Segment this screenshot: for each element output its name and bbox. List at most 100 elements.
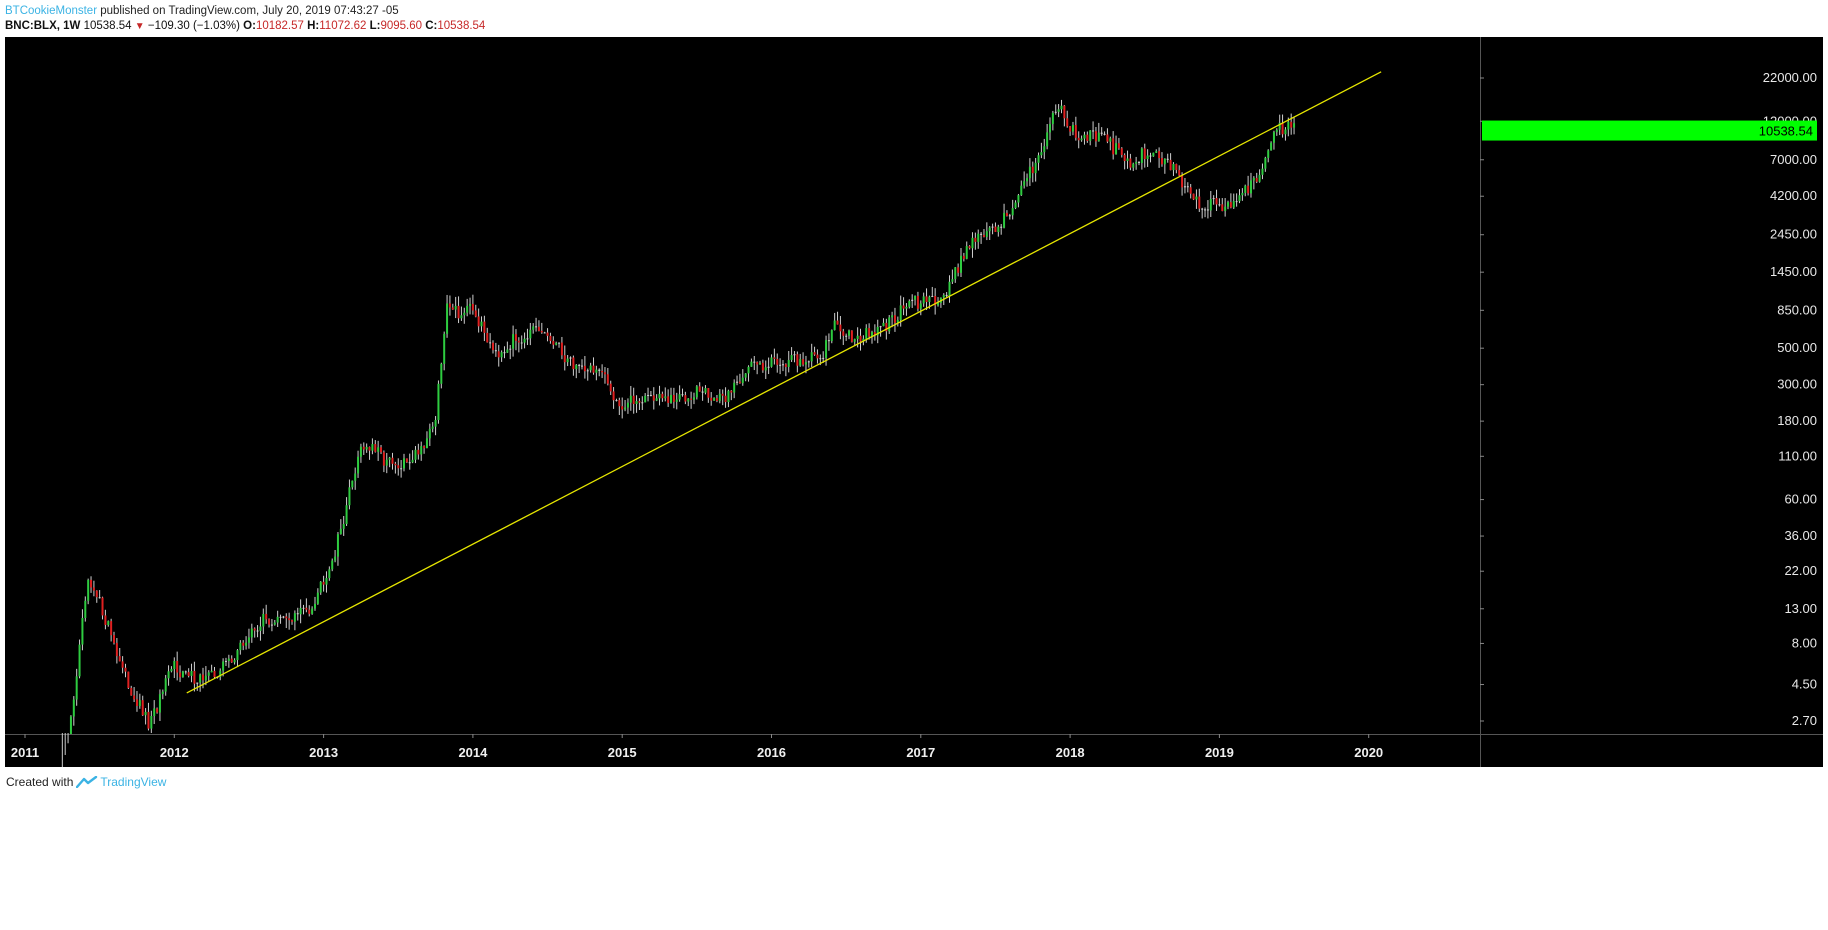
candle-body <box>767 366 770 368</box>
candle <box>299 599 302 624</box>
candle <box>655 394 658 402</box>
candle <box>715 394 718 403</box>
candle <box>730 390 733 401</box>
candle-body <box>1089 130 1092 141</box>
candle-body <box>210 670 213 673</box>
tradingview-link[interactable]: TradingView <box>76 775 166 789</box>
candle <box>1077 131 1080 149</box>
candle-body <box>199 674 202 683</box>
candle <box>466 298 469 317</box>
candle <box>1198 188 1201 212</box>
candle <box>351 480 354 490</box>
candle <box>500 350 503 362</box>
candle <box>463 307 466 324</box>
candle-body <box>1115 143 1118 155</box>
candle <box>893 307 896 332</box>
candle-body <box>457 305 460 319</box>
candle-body <box>368 446 371 451</box>
candle-body <box>124 667 127 672</box>
candle <box>977 229 980 249</box>
candle <box>156 707 159 714</box>
candle <box>308 605 311 617</box>
candle-body <box>313 603 316 609</box>
candle <box>1092 121 1095 140</box>
candle <box>509 345 512 360</box>
candle <box>965 241 968 260</box>
candle <box>104 609 107 630</box>
candle <box>839 316 842 340</box>
candle-body <box>1140 148 1143 163</box>
candle <box>377 440 380 461</box>
candle <box>1103 131 1106 136</box>
candle <box>359 443 362 463</box>
candle-body <box>974 237 977 242</box>
candle-body <box>420 446 423 455</box>
candle <box>81 609 84 651</box>
candle-body <box>224 660 227 662</box>
candle-body <box>1198 196 1201 209</box>
candle <box>494 342 497 357</box>
candle-body <box>655 398 658 401</box>
candle <box>1129 153 1132 171</box>
candle <box>342 515 345 536</box>
candle-body <box>733 382 736 393</box>
candle <box>196 682 199 691</box>
candle <box>1026 173 1029 187</box>
candle <box>704 385 707 395</box>
candle <box>982 229 985 238</box>
candle <box>1221 198 1224 212</box>
candle-body <box>1031 166 1034 174</box>
y-tick-label: 2.70 <box>1792 713 1817 728</box>
candle <box>595 365 598 381</box>
candle <box>296 607 299 621</box>
candle-body <box>1264 157 1267 169</box>
candle-body <box>1278 122 1281 130</box>
candle <box>1209 190 1212 217</box>
candle-body <box>477 316 480 327</box>
candle <box>477 308 480 333</box>
candle-body <box>959 255 962 273</box>
candle <box>991 223 994 235</box>
candle-body <box>876 326 879 336</box>
candle-body <box>1209 198 1212 211</box>
candle <box>945 292 948 298</box>
candle <box>98 590 101 599</box>
candle-body <box>810 352 813 362</box>
candle <box>741 369 744 386</box>
candle <box>1063 105 1066 127</box>
candle <box>526 328 529 346</box>
candle-body <box>626 402 629 408</box>
candle-body <box>285 616 288 619</box>
candle-body <box>638 401 641 403</box>
candle-body <box>1100 132 1103 134</box>
candle <box>540 322 543 334</box>
candle-body <box>110 621 113 636</box>
candle-body <box>354 473 357 481</box>
price-chart[interactable]: 2.70 4.50 8.00 13.00 22.00 36.00 60.00 110.00 18… <box>5 37 1823 767</box>
candle-body <box>793 354 796 356</box>
candle-body <box>555 342 558 345</box>
y-tick-label: 4.50 <box>1792 677 1817 692</box>
candle-body <box>845 335 848 337</box>
candle-body <box>250 628 253 638</box>
candle <box>667 389 670 407</box>
candle-body <box>532 326 535 330</box>
candle-body <box>514 334 517 341</box>
candle <box>437 380 440 424</box>
y-tick-label: 13.00 <box>1784 601 1817 616</box>
candle-body <box>316 592 319 604</box>
candle-body <box>804 362 807 365</box>
candle <box>147 702 150 731</box>
candle-body <box>583 365 586 372</box>
candle-body <box>896 320 899 323</box>
candle-body <box>1037 155 1040 163</box>
y-tick-label: 1450.00 <box>1770 264 1817 279</box>
candle-body <box>727 390 730 403</box>
x-tick-label: 2014 <box>458 745 488 760</box>
author-link[interactable]: BTCookieMonster <box>5 5 98 17</box>
candle-body <box>377 447 380 452</box>
candle <box>744 373 747 382</box>
candle <box>247 628 250 649</box>
symbol-label[interactable]: BNC:BLX, 1W <box>5 20 81 32</box>
candle-body <box>1026 178 1029 182</box>
